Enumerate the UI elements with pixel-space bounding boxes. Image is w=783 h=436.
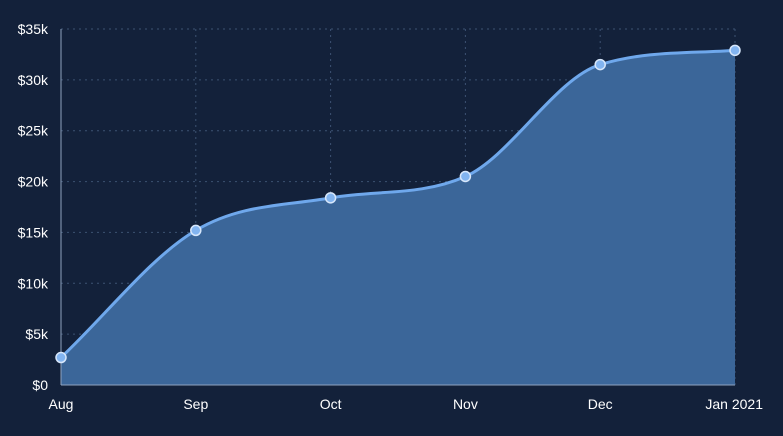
data-point[interactable]	[190, 224, 202, 237]
data-point[interactable]	[594, 58, 606, 71]
x-tick-label: Nov	[453, 396, 478, 412]
y-tick-label: $20k	[18, 174, 49, 190]
series-line	[59, 48, 737, 360]
y-tick-label: $0	[32, 377, 48, 393]
area-layer	[59, 48, 737, 386]
data-point[interactable]	[459, 170, 472, 183]
series-area	[61, 50, 735, 386]
y-tick-label: $5k	[25, 326, 49, 342]
x-tick-label: Oct	[320, 396, 342, 412]
data-point[interactable]	[324, 192, 337, 204]
y-tick-label: $15k	[18, 224, 49, 240]
y-tick-label: $35k	[18, 21, 49, 37]
label-layer: $0 $5k $10k $15k $20k $25k $30k $35k Aug Sep Oct No…	[18, 21, 764, 412]
data-point[interactable]	[55, 351, 67, 364]
x-tick-label: Aug	[49, 396, 74, 412]
y-tick-label: $30k	[18, 72, 49, 88]
data-point[interactable]	[729, 44, 741, 57]
y-tick-label: $10k	[18, 275, 49, 291]
point-layer	[55, 44, 741, 364]
x-tick-label: Sep	[183, 396, 208, 412]
x-tick-label: Dec	[588, 396, 613, 412]
axis-layer	[60, 29, 735, 386]
y-tick-label: $25k	[18, 123, 49, 139]
x-tick-label: Jan 2021	[705, 396, 763, 412]
